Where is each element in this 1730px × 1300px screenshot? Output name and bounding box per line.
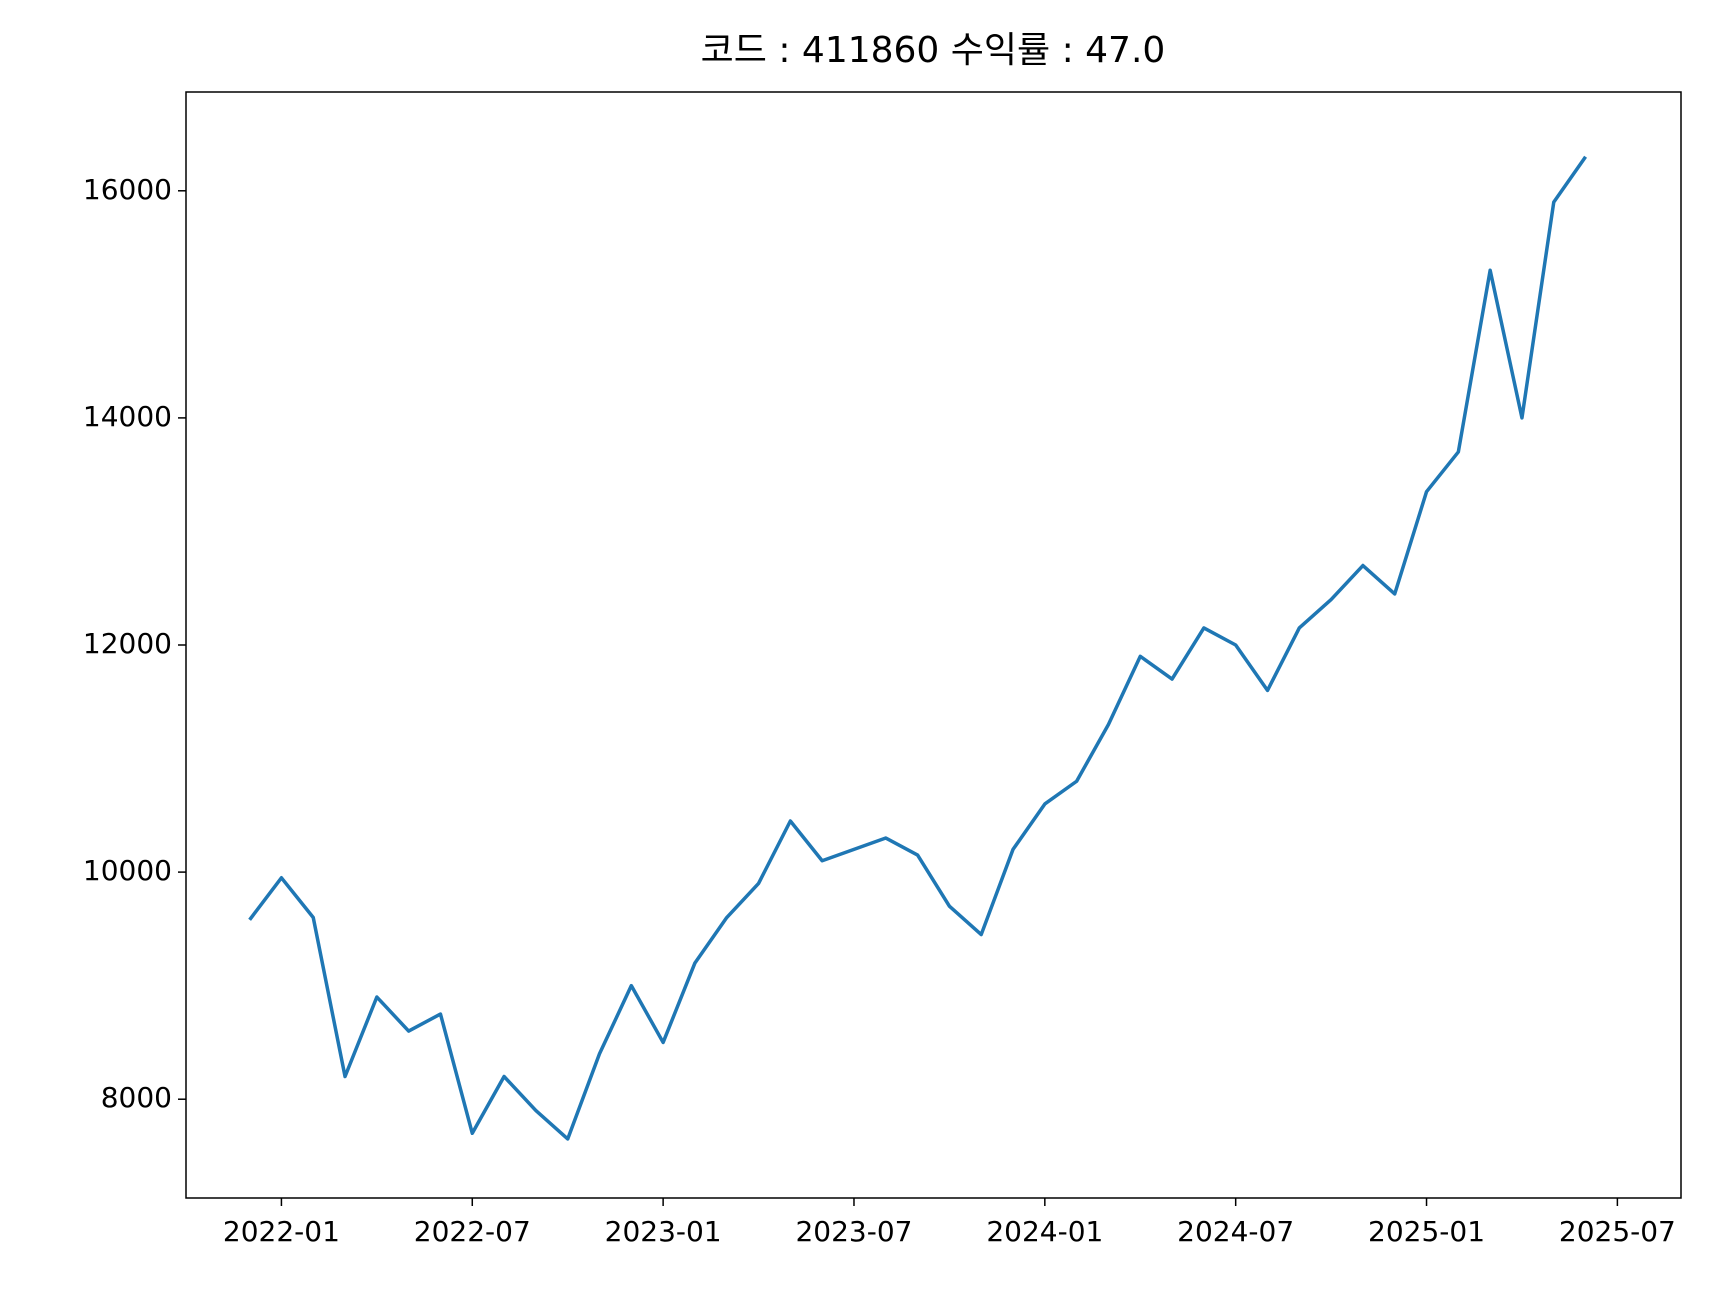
y-tick-label: 16000 — [83, 173, 172, 206]
x-tick-label: 2023-07 — [795, 1215, 912, 1248]
plot-frame — [185, 91, 1682, 1199]
chart-title: 코드 : 411860 수익률 : 47.0 — [701, 30, 1166, 71]
data-line — [248, 155, 1588, 1141]
x-tick-label: 2025-07 — [1559, 1215, 1676, 1248]
y-tick-label: 14000 — [83, 400, 172, 433]
x-tick-label: 2025-01 — [1368, 1215, 1485, 1248]
x-tick-label: 2022-01 — [223, 1215, 340, 1248]
x-tick-label: 2024-07 — [1177, 1215, 1294, 1248]
y-tick-label: 8000 — [101, 1081, 172, 1114]
y-tick-label: 10000 — [83, 854, 172, 887]
x-tick-label: 2023-01 — [605, 1215, 722, 1248]
x-tick-label: 2022-07 — [414, 1215, 531, 1248]
x-tick-label: 2024-01 — [986, 1215, 1103, 1248]
y-tick-label: 12000 — [83, 627, 172, 660]
